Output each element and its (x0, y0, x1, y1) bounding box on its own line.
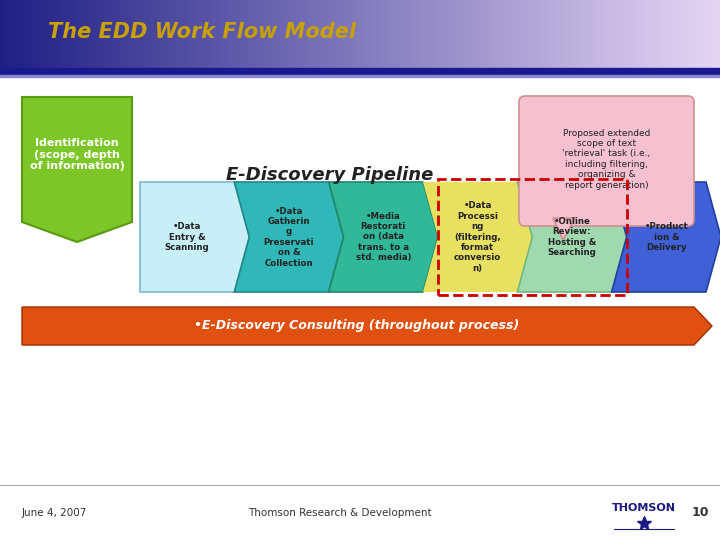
Polygon shape (423, 182, 532, 292)
Polygon shape (518, 182, 626, 292)
Text: THOMSON: THOMSON (612, 503, 676, 513)
FancyBboxPatch shape (519, 96, 694, 226)
Text: •Media
Restorati
on (data
trans. to a
std. media): •Media Restorati on (data trans. to a st… (356, 212, 411, 262)
Bar (0, 485, 720, 540)
Polygon shape (140, 182, 249, 292)
Text: •Data
Gatherin
g
Preservati
on &
Collection: •Data Gatherin g Preservati on & Collect… (264, 206, 314, 267)
Text: Thomson Research & Development: Thomson Research & Development (248, 508, 432, 518)
Text: June 4, 2007: June 4, 2007 (22, 508, 87, 518)
Polygon shape (234, 182, 343, 292)
Text: Identification
(scope, depth
of information): Identification (scope, depth of informat… (30, 138, 125, 171)
Text: 10: 10 (691, 507, 708, 519)
Bar (0, 68, 720, 75)
Polygon shape (328, 182, 438, 292)
Text: •Data
Processi
ng
(filtering,
format
conversio
n): •Data Processi ng (filtering, format con… (454, 201, 501, 273)
Bar (0, 77, 720, 485)
Bar (0, 75, 720, 77)
Text: •E-Discovery Consulting (throughout process): •E-Discovery Consulting (throughout proc… (194, 320, 520, 333)
Text: E-Discovery Pipeline: E-Discovery Pipeline (226, 166, 433, 184)
Polygon shape (22, 97, 132, 242)
Text: •Online
Review:
Hosting &
Searching: •Online Review: Hosting & Searching (548, 217, 596, 257)
Polygon shape (553, 218, 575, 240)
Polygon shape (612, 182, 720, 292)
Text: The EDD Work Flow Model: The EDD Work Flow Model (48, 22, 356, 42)
Text: •Product
ion &
Delivery: •Product ion & Delivery (644, 222, 688, 252)
Polygon shape (22, 307, 712, 345)
Bar (438, 179, 626, 295)
Text: •Data
Entry &
Scanning: •Data Entry & Scanning (165, 222, 210, 252)
Text: Proposed extended
scope of text
'retrieval' task (i.e.,
including filtering,
org: Proposed extended scope of text 'retriev… (562, 129, 651, 190)
